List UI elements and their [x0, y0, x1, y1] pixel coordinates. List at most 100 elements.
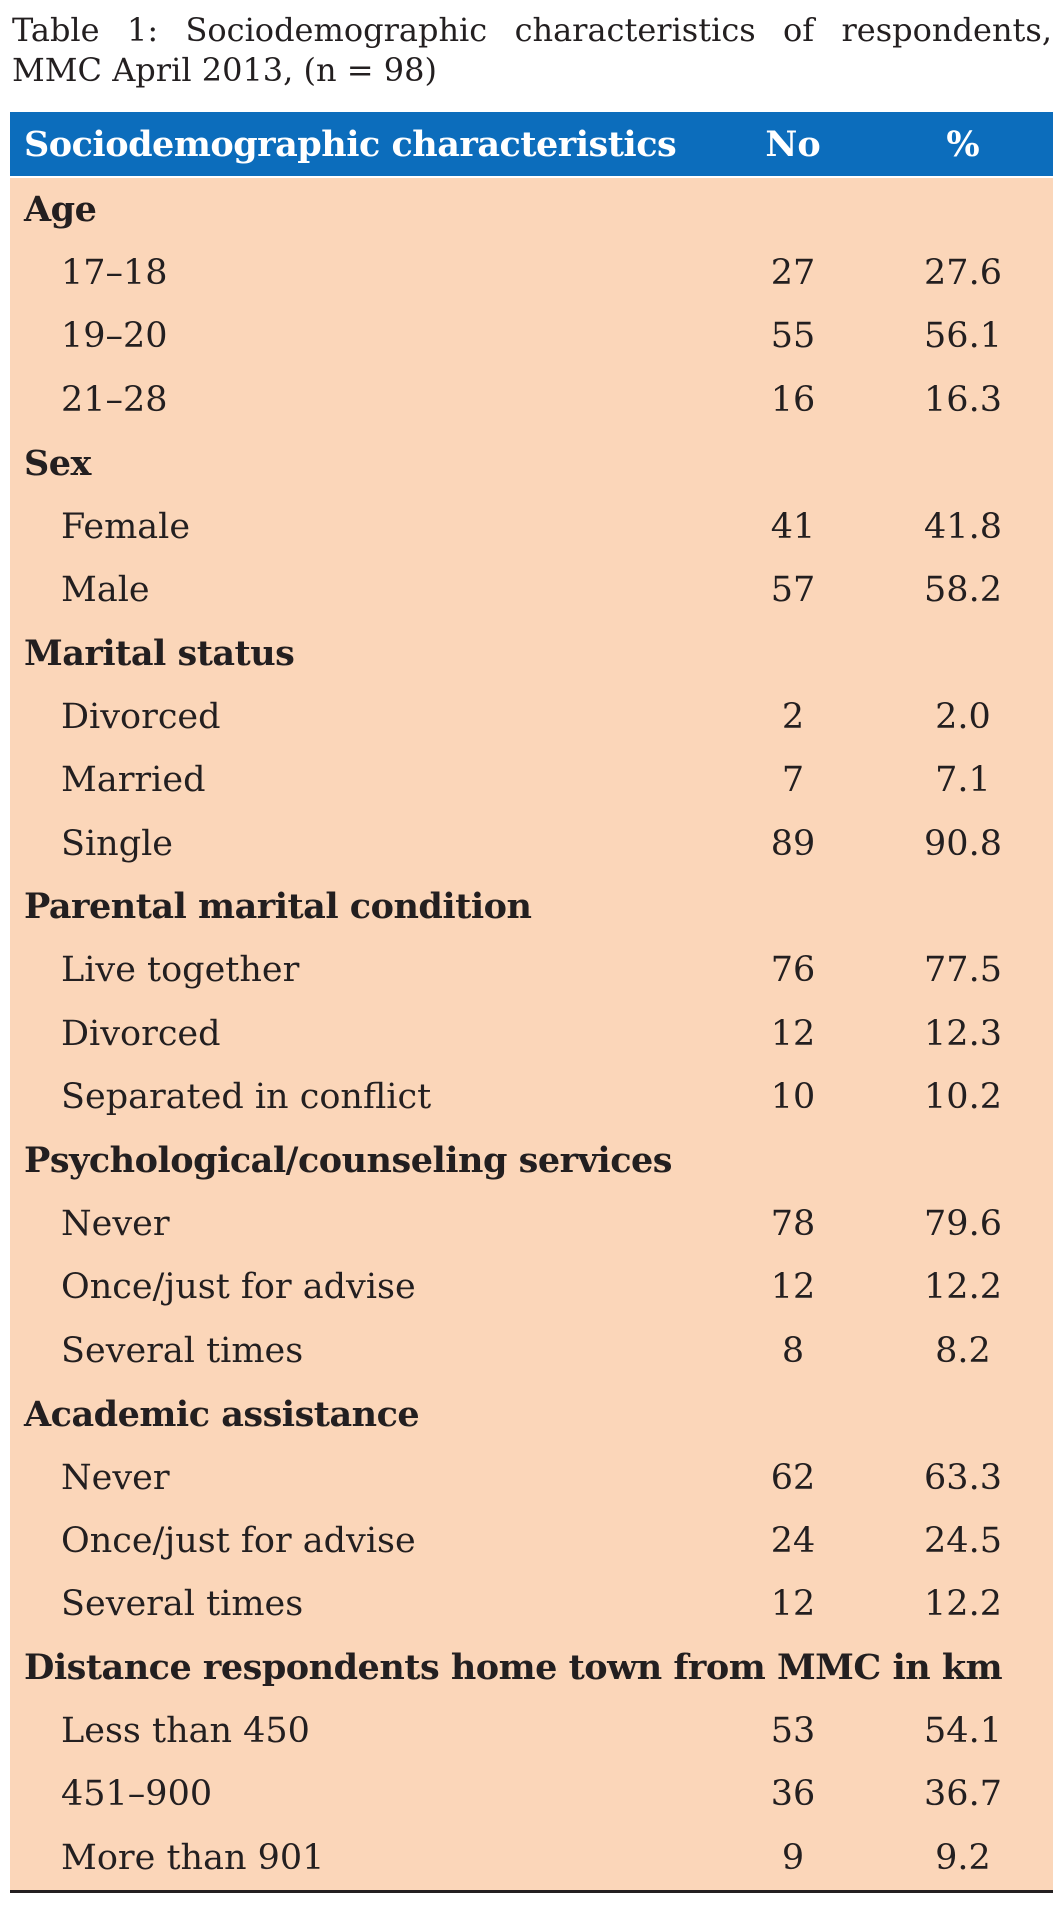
row-count: 27 — [713, 241, 873, 305]
row-percent: 54.1 — [873, 1699, 1053, 1763]
row-label: Once/just for advise — [10, 1509, 713, 1573]
row-percent: 12.3 — [873, 1002, 1053, 1066]
sociodemographic-table: Sociodemographic characteristics No % Ag… — [10, 112, 1053, 1893]
row-count: 62 — [713, 1445, 873, 1510]
group-title: Distance respondents home town from MMC … — [10, 1635, 1053, 1700]
table-row: 21–28 16 16.3 — [10, 368, 1053, 432]
row-percent: 36.7 — [873, 1762, 1053, 1827]
row-percent: 27.6 — [873, 241, 1053, 305]
row-label: 19–20 — [10, 304, 713, 369]
row-count: 36 — [713, 1762, 873, 1827]
group-header-row: Sex — [10, 431, 1053, 495]
row-count: 8 — [713, 1319, 873, 1383]
table-row: Divorced 12 12.3 — [10, 1002, 1053, 1066]
row-count: 55 — [713, 304, 873, 369]
row-label: Divorced — [10, 1002, 713, 1066]
group-header-row: Age — [10, 177, 1053, 242]
row-label: Divorced — [10, 685, 713, 749]
row-count: 53 — [713, 1699, 873, 1763]
table-row: Divorced 2 2.0 — [10, 685, 1053, 749]
row-label: Several times — [10, 1319, 713, 1383]
table-row: Never 62 63.3 — [10, 1445, 1053, 1510]
row-percent: 10.2 — [873, 1065, 1053, 1129]
table-row: Once/just for advise 12 12.2 — [10, 1255, 1053, 1320]
column-header-percent: % — [873, 112, 1053, 178]
table-row: Female 41 41.8 — [10, 494, 1053, 559]
row-count: 41 — [713, 494, 873, 559]
row-percent: 90.8 — [873, 811, 1053, 876]
column-header-characteristics: Sociodemographic characteristics — [10, 112, 713, 178]
row-label: 21–28 — [10, 368, 713, 432]
row-label: Never — [10, 1445, 713, 1510]
row-percent: 58.2 — [873, 558, 1053, 622]
row-count: 78 — [713, 1192, 873, 1256]
row-percent: 77.5 — [873, 938, 1053, 1003]
table-row: Never 78 79.6 — [10, 1192, 1053, 1256]
row-label: Once/just for advise — [10, 1255, 713, 1320]
row-percent: 9.2 — [873, 1826, 1053, 1893]
group-title: Psychological/counseling services — [10, 1128, 1053, 1193]
row-percent: 2.0 — [873, 685, 1053, 749]
table-row: Single 89 90.8 — [10, 811, 1053, 876]
row-count: 9 — [713, 1826, 873, 1893]
table-row: Male 57 58.2 — [10, 558, 1053, 622]
row-percent: 41.8 — [873, 494, 1053, 559]
group-title: Sex — [10, 431, 1053, 495]
table-caption: Table 1: Sociodemographic characteristic… — [12, 11, 1052, 89]
row-percent: 56.1 — [873, 304, 1053, 369]
row-label: Male — [10, 558, 713, 622]
row-label: More than 901 — [10, 1826, 713, 1893]
row-count: 12 — [713, 1002, 873, 1066]
row-label: 17–18 — [10, 241, 713, 305]
table-row: Live together 76 77.5 — [10, 938, 1053, 1003]
row-count: 10 — [713, 1065, 873, 1129]
row-label: Female — [10, 494, 713, 559]
group-header-row: Psychological/counseling services — [10, 1128, 1053, 1193]
table-row: 19–20 55 56.1 — [10, 304, 1053, 369]
row-percent: 63.3 — [873, 1445, 1053, 1510]
table-row: Married 7 7.1 — [10, 748, 1053, 812]
row-count: 57 — [713, 558, 873, 622]
row-count: 89 — [713, 811, 873, 876]
row-percent: 79.6 — [873, 1192, 1053, 1256]
table-row: Separated in conflict 10 10.2 — [10, 1065, 1053, 1129]
table-row: Less than 450 53 54.1 — [10, 1699, 1053, 1763]
group-header-row: Distance respondents home town from MMC … — [10, 1635, 1053, 1700]
row-percent: 7.1 — [873, 748, 1053, 812]
group-title: Age — [10, 177, 1053, 242]
group-title: Marital status — [10, 621, 1053, 686]
row-count: 12 — [713, 1255, 873, 1320]
table-row: 17–18 27 27.6 — [10, 241, 1053, 305]
row-count: 16 — [713, 368, 873, 432]
group-header-row: Academic assistance — [10, 1382, 1053, 1446]
row-percent: 16.3 — [873, 368, 1053, 432]
row-label: Separated in conflict — [10, 1065, 713, 1129]
row-count: 24 — [713, 1509, 873, 1573]
row-label: Never — [10, 1192, 713, 1256]
row-label: Live together — [10, 938, 713, 1003]
row-label: 451–900 — [10, 1762, 713, 1827]
group-title: Academic assistance — [10, 1382, 1053, 1446]
row-count: 76 — [713, 938, 873, 1003]
group-header-row: Parental marital condition — [10, 875, 1053, 939]
group-header-row: Marital status — [10, 621, 1053, 686]
column-header-no: No — [713, 112, 873, 178]
table-row: 451–900 36 36.7 — [10, 1762, 1053, 1827]
row-percent: 24.5 — [873, 1509, 1053, 1573]
table-row: Once/just for advise 24 24.5 — [10, 1509, 1053, 1573]
row-count: 7 — [713, 748, 873, 812]
table-header-row: Sociodemographic characteristics No % — [10, 112, 1053, 178]
row-percent: 12.2 — [873, 1572, 1053, 1636]
row-label: Single — [10, 811, 713, 876]
row-percent: 12.2 — [873, 1255, 1053, 1320]
row-percent: 8.2 — [873, 1319, 1053, 1383]
table-body: Age 17–18 27 27.6 19–20 55 56.1 21–28 16 16.3 Sex F… — [10, 177, 1053, 1893]
table-row: Several times 12 12.2 — [10, 1572, 1053, 1636]
row-label: Less than 450 — [10, 1699, 713, 1763]
row-count: 12 — [713, 1572, 873, 1636]
row-count: 2 — [713, 685, 873, 749]
table-row: More than 901 9 9.2 — [10, 1826, 1053, 1893]
row-label: Married — [10, 748, 713, 812]
row-label: Several times — [10, 1572, 713, 1636]
